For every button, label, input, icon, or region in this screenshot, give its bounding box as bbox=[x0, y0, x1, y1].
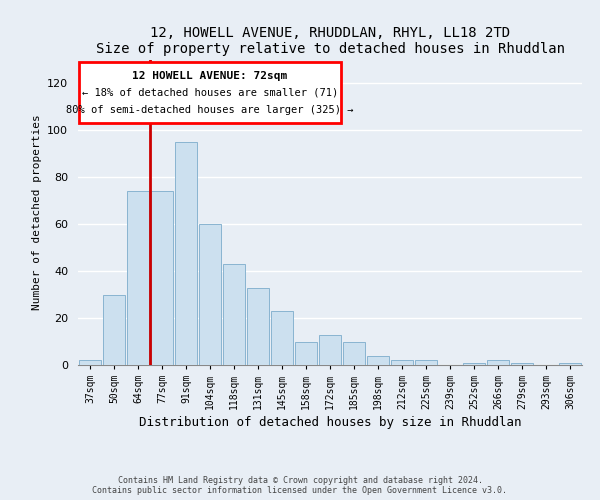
Bar bbox=[271, 311, 293, 365]
Text: 12 HOWELL AVENUE: 72sqm: 12 HOWELL AVENUE: 72sqm bbox=[133, 71, 287, 81]
Text: 80% of semi-detached houses are larger (325) →: 80% of semi-detached houses are larger (… bbox=[66, 105, 354, 115]
X-axis label: Distribution of detached houses by size in Rhuddlan: Distribution of detached houses by size … bbox=[139, 416, 521, 429]
Bar bbox=[415, 360, 437, 365]
Text: ← 18% of detached houses are smaller (71): ← 18% of detached houses are smaller (71… bbox=[82, 88, 338, 98]
Bar bbox=[151, 192, 173, 365]
Bar bbox=[487, 360, 509, 365]
Bar bbox=[223, 264, 245, 365]
Bar bbox=[247, 288, 269, 365]
Bar bbox=[319, 334, 341, 365]
FancyBboxPatch shape bbox=[79, 62, 341, 124]
Bar bbox=[79, 360, 101, 365]
Bar bbox=[103, 294, 125, 365]
Bar bbox=[463, 362, 485, 365]
Bar bbox=[559, 362, 581, 365]
Bar bbox=[127, 192, 149, 365]
Bar bbox=[511, 362, 533, 365]
Bar bbox=[343, 342, 365, 365]
Bar bbox=[199, 224, 221, 365]
Title: 12, HOWELL AVENUE, RHUDDLAN, RHYL, LL18 2TD
Size of property relative to detache: 12, HOWELL AVENUE, RHUDDLAN, RHYL, LL18 … bbox=[95, 26, 565, 56]
Bar bbox=[391, 360, 413, 365]
Bar bbox=[295, 342, 317, 365]
Y-axis label: Number of detached properties: Number of detached properties bbox=[32, 114, 41, 310]
Bar bbox=[367, 356, 389, 365]
Bar bbox=[175, 142, 197, 365]
Text: Contains HM Land Registry data © Crown copyright and database right 2024.
Contai: Contains HM Land Registry data © Crown c… bbox=[92, 476, 508, 495]
